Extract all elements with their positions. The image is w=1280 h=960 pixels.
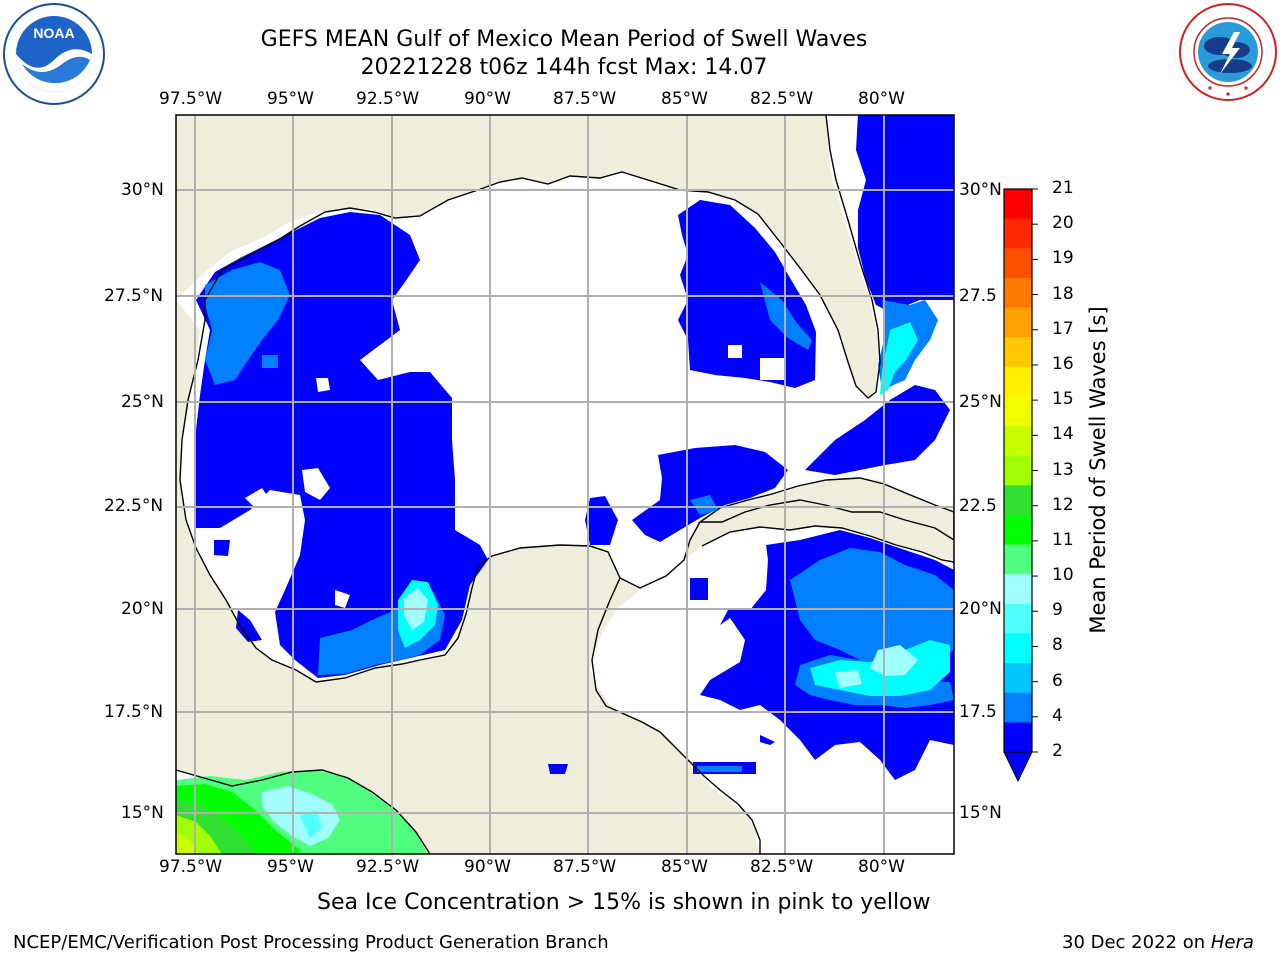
colorbar-tick-label: 11 [1052, 529, 1074, 550]
lon-label-bottom: 90°W [464, 857, 511, 877]
colorbar-tick-label: 15 [1052, 389, 1074, 410]
colorbar-tick-label: 18 [1052, 283, 1074, 304]
lat-label-right: 17.5 [959, 702, 997, 722]
lon-label-bottom: 82.5°W [750, 857, 814, 877]
colorbar-swatch [1004, 337, 1032, 368]
colorbar-swatch [1004, 485, 1032, 516]
pacific-coastline [176, 769, 431, 854]
colorbar-tick-label: 10 [1052, 565, 1074, 586]
noaa-logo: NOAA [3, 3, 105, 105]
yucatan-east-coastline [591, 577, 761, 854]
colorbar-tick-label: 8 [1052, 635, 1063, 656]
colorbar-swatch [1004, 692, 1032, 723]
lon-label-top: 87.5°W [553, 89, 617, 109]
colorbar-tick-label: 14 [1052, 424, 1074, 445]
nws-logo [1179, 3, 1277, 101]
colorbar-swatch [1004, 633, 1032, 664]
colorbar-tick-label: 19 [1052, 248, 1074, 269]
lat-label-right: 20°N [959, 599, 1002, 619]
colorbar-swatch [1004, 663, 1032, 694]
lat-label-left: 20°N [121, 599, 164, 619]
colorbar-label: Mean Period of Swell Waves [s] [1086, 306, 1110, 634]
lon-label-top: 95°W [267, 89, 314, 109]
lon-label-bottom: 87.5°W [553, 857, 617, 877]
lon-label-top: 82.5°W [750, 89, 814, 109]
colorbar-tick-label: 20 [1052, 213, 1074, 234]
colorbar-swatch [1004, 189, 1032, 220]
colorbar-tick-label: 9 [1052, 600, 1063, 621]
lat-label-right: 27.5 [959, 286, 997, 306]
colorbar-swatch [1004, 514, 1032, 546]
colorbar-extend-arrow [1003, 751, 1033, 783]
colorbar-swatch [1004, 722, 1032, 753]
lat-label-left: 17.5°N [104, 702, 164, 722]
colorbar-swatch [1004, 307, 1032, 338]
colorbar-tick-label: 2 [1052, 741, 1063, 761]
lat-label-left: 27.5°N [104, 286, 164, 306]
colorbar-frame [1003, 188, 1033, 753]
run-date-text: 30 Dec 2022 on [1062, 932, 1206, 953]
lat-label-right: 15°N [959, 803, 1002, 823]
lat-label-right: 22.5 [959, 496, 997, 516]
map-title: GEFS MEAN Gulf of Mexico Mean Period of … [260, 27, 868, 52]
swell-blank-holes [225, 345, 930, 608]
colorbar [1004, 188, 1038, 753]
colorbar-swatch [1004, 277, 1032, 309]
lon-label-bottom: 80°W [858, 857, 905, 877]
colorbar-tick-label: 21 [1052, 178, 1074, 198]
lon-label-bottom: 95°W [267, 857, 314, 877]
run-date: 30 Dec 2022 on Hera [1062, 932, 1254, 953]
lon-label-top: 85°W [661, 89, 708, 109]
colorbar-swatch [1004, 603, 1032, 634]
lat-label-right: 25°N [959, 392, 1002, 412]
graticule [176, 115, 954, 854]
caribbean-coastline [701, 525, 954, 563]
colorbar-swatch [1004, 218, 1032, 249]
sea-ice-note: Sea Ice Concentration > 15% is shown in … [317, 890, 931, 915]
lat-label-right: 30°N [959, 180, 1002, 200]
lat-label-left: 30°N [121, 180, 164, 200]
colorbar-swatch [1004, 426, 1032, 457]
colorbar-tick-label: 12 [1052, 494, 1074, 515]
lon-label-top: 80°W [858, 89, 905, 109]
lat-label-left: 22.5°N [104, 496, 164, 516]
gulf-coastline [181, 115, 881, 441]
lon-label-top: 92.5°W [356, 89, 420, 109]
colorbar-swatch [1004, 396, 1032, 427]
colorbar-tick-label: 16 [1052, 353, 1074, 374]
machine-name: Hera [1210, 932, 1254, 953]
colorbar-tick-label: 17 [1052, 318, 1074, 339]
colorbar-swatch [1004, 574, 1032, 605]
colorbar-swatch [1004, 366, 1032, 397]
map-subtitle: 20221228 t06z 144h fcst Max: 14.07 [360, 55, 768, 80]
map-frame [175, 114, 955, 855]
branch-credit: NCEP/EMC/Verification Post Processing Pr… [13, 932, 609, 953]
lon-label-top: 97.5°W [159, 89, 223, 109]
noaa-logo-text: NOAA [33, 25, 74, 41]
colorbar-tick-label: 13 [1052, 459, 1074, 480]
colorbar-swatch [1004, 455, 1032, 486]
lat-label-left: 15°N [121, 803, 164, 823]
colorbar-swatch [1004, 544, 1032, 575]
colorbar-swatch [1004, 248, 1032, 279]
lon-label-top: 90°W [464, 89, 511, 109]
colorbar-tick-label: 6 [1052, 670, 1063, 691]
colorbar-tick-label: 4 [1052, 705, 1063, 726]
lat-label-left: 25°N [121, 392, 164, 412]
lon-label-bottom: 85°W [661, 857, 708, 877]
lon-label-bottom: 97.5°W [159, 857, 223, 877]
lon-label-bottom: 92.5°W [356, 857, 420, 877]
